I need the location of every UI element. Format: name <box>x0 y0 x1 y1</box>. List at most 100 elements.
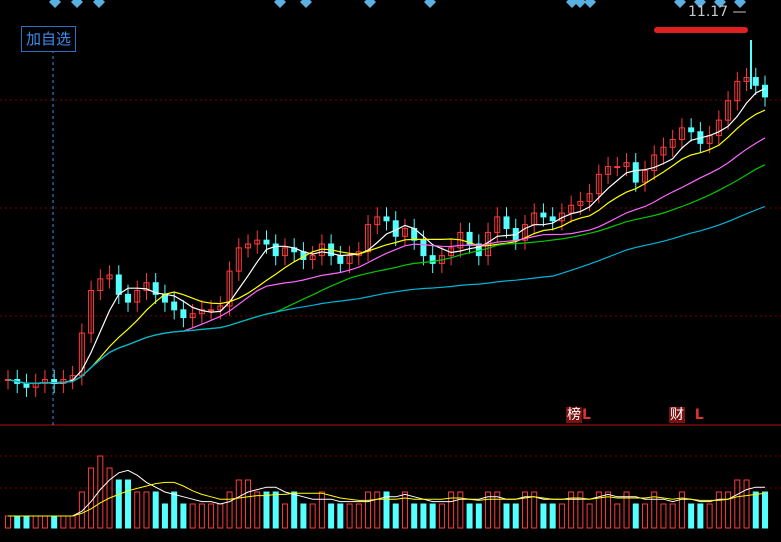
volume-bar <box>438 503 445 529</box>
volume-bar <box>300 503 307 529</box>
volume-bar <box>318 491 325 529</box>
volume-bar <box>411 503 418 529</box>
volume-bar <box>558 503 565 529</box>
volume-bar <box>641 503 648 529</box>
volume-bar <box>235 479 242 529</box>
volume-bar <box>512 503 519 529</box>
candle-body <box>466 231 473 245</box>
ma60-line <box>7 205 766 384</box>
top-marker-icon <box>584 0 596 8</box>
top-marker-icon <box>93 0 105 8</box>
volume-bar <box>346 503 353 529</box>
volume-bar <box>198 503 205 529</box>
volume-bar <box>180 503 187 529</box>
candle-body <box>660 146 667 156</box>
volume-bar <box>401 491 408 529</box>
volume-bar <box>189 503 196 529</box>
candle-body <box>152 282 159 295</box>
candle-body <box>235 247 242 272</box>
candle-body <box>41 379 48 384</box>
volume-bar <box>715 491 722 529</box>
volume-bar <box>688 503 695 529</box>
volume-bar <box>623 491 630 529</box>
candle-body <box>688 127 695 133</box>
candle-body <box>429 255 436 264</box>
candle-body <box>263 239 270 245</box>
volume-bar <box>32 515 39 529</box>
volume-bar <box>272 491 279 529</box>
volume-bar <box>734 479 741 529</box>
candle-body <box>97 278 104 291</box>
volume-bar <box>383 491 390 529</box>
candle-body <box>568 204 575 214</box>
candle-body <box>245 243 252 249</box>
candle-body <box>605 166 612 175</box>
volume-bar <box>420 503 427 529</box>
candle-body <box>208 309 215 312</box>
volume-bar <box>697 503 704 529</box>
high-price-label: 11.17 — <box>688 4 747 20</box>
volume-bar <box>475 503 482 529</box>
candle-body <box>494 216 501 233</box>
volume-bar <box>69 515 76 529</box>
candle-body <box>189 313 196 319</box>
volume-bar <box>392 503 399 529</box>
volume-bar <box>531 491 538 529</box>
candle-body <box>88 289 95 334</box>
volume-bar <box>706 503 713 529</box>
volume-bar <box>762 491 768 529</box>
volume-bar <box>41 515 48 529</box>
volume-bar <box>429 503 436 529</box>
volume-bar <box>115 479 122 529</box>
dragon-tiger-suffix: L <box>582 407 591 423</box>
dragon-tiger-marker[interactable]: 榜L <box>566 404 591 424</box>
volume-bar <box>466 503 473 529</box>
ma10-line <box>7 109 766 384</box>
candle-body <box>577 200 584 206</box>
volume-bar <box>23 515 30 529</box>
candle-body <box>632 162 639 183</box>
volume-bar <box>568 491 575 529</box>
volume-bar <box>355 503 362 529</box>
top-marker-icon <box>364 0 376 8</box>
top-marker-icon <box>714 0 726 8</box>
volume-bar <box>503 503 510 529</box>
candle-body <box>743 77 750 82</box>
top-marker-icon <box>674 0 686 8</box>
finance-suffix: L <box>694 407 704 423</box>
volume-bar <box>586 503 593 529</box>
finance-marker[interactable]: 财 L <box>669 404 704 424</box>
dragon-tiger-tag: 榜 <box>566 407 582 423</box>
volume-bar <box>106 467 113 529</box>
candle-body <box>254 239 261 245</box>
candle-body <box>365 224 372 253</box>
volume-bar <box>78 491 85 529</box>
top-marker-icon <box>300 0 312 8</box>
candle-body <box>198 309 205 315</box>
candle-body <box>115 274 122 295</box>
volume-bar <box>291 491 298 529</box>
volume-bar <box>605 491 612 529</box>
volume-bar <box>97 455 104 529</box>
candle-body <box>401 228 408 237</box>
add-to-watchlist-button[interactable]: 加自选 <box>21 26 77 52</box>
candle-body <box>106 274 113 280</box>
candle-body <box>678 127 685 140</box>
volume-bar <box>743 479 750 529</box>
candle-body <box>715 119 722 137</box>
candle-body <box>540 212 547 218</box>
candle-body <box>651 154 658 171</box>
volume-bar <box>457 491 464 529</box>
candle-body <box>281 247 288 257</box>
volume-bar <box>725 491 732 529</box>
volume-bar <box>485 491 492 529</box>
candle-body <box>595 173 602 195</box>
top-marker-icon <box>424 0 436 8</box>
volume-bar <box>152 491 159 529</box>
candle-body <box>346 255 353 264</box>
volume-bar <box>595 491 602 529</box>
volume-bar <box>60 515 67 529</box>
candle-body <box>623 162 630 168</box>
